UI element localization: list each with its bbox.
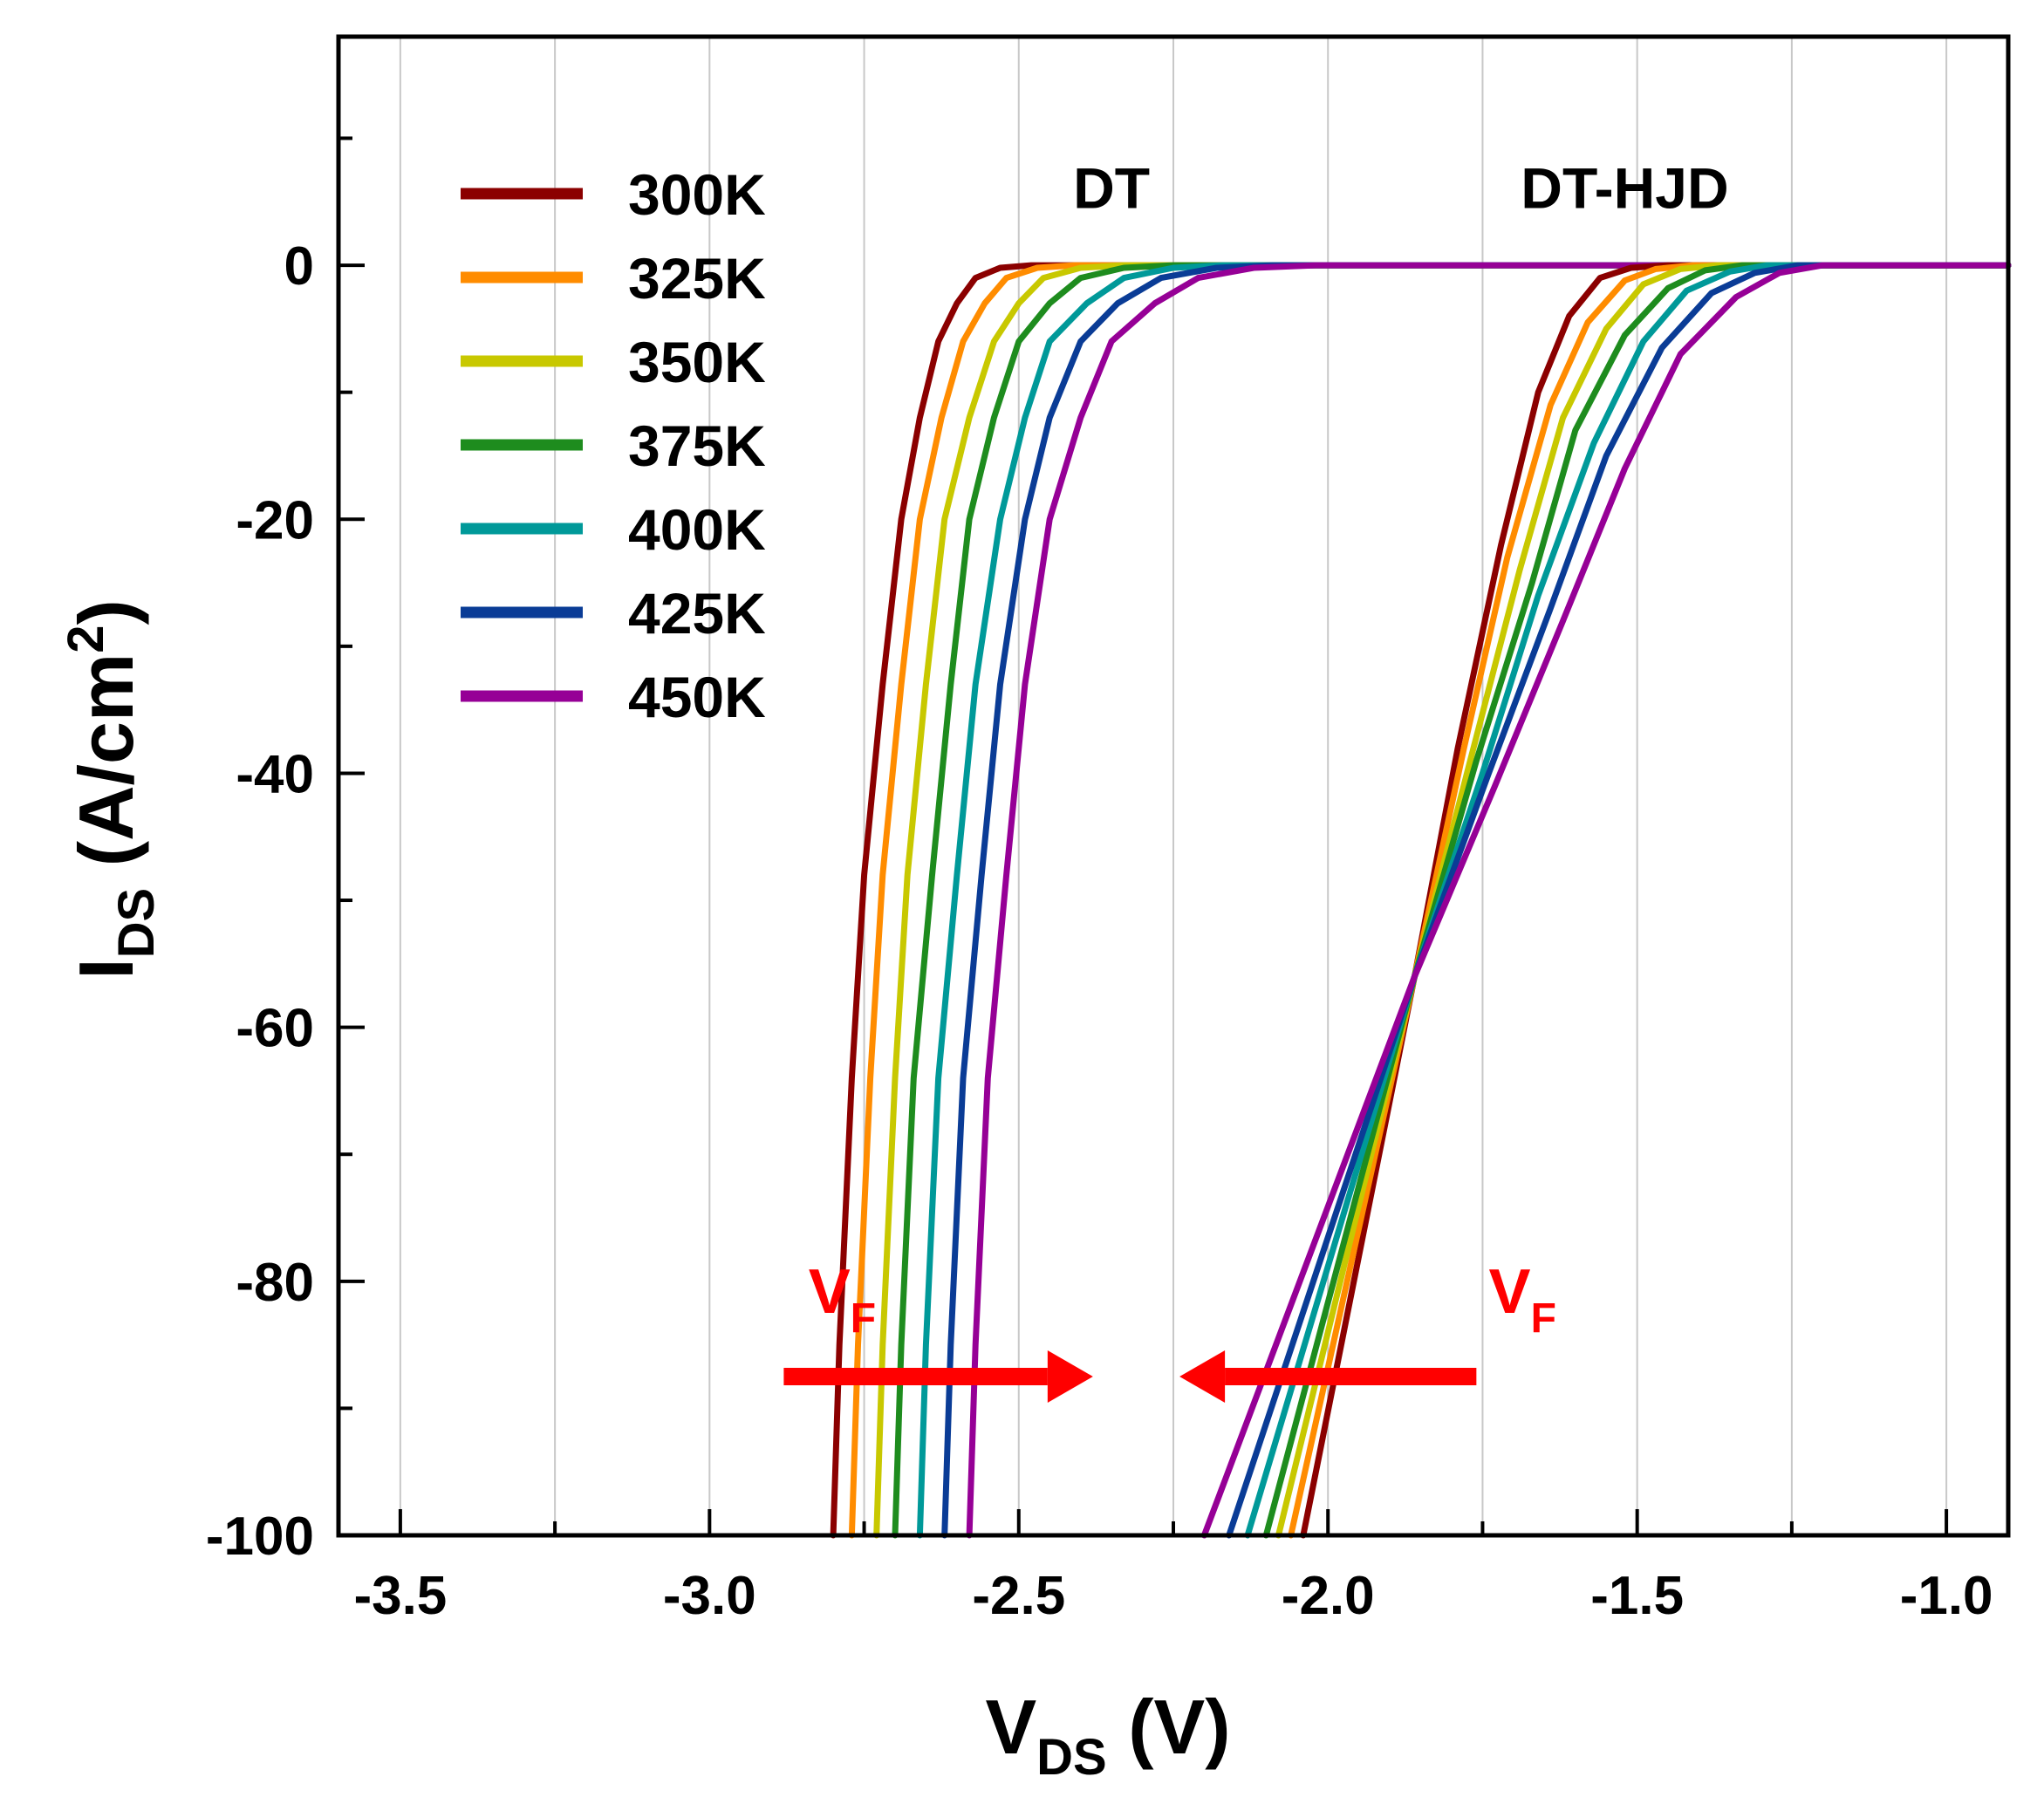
y-tick-label: -60 (236, 999, 314, 1059)
x-axis-label-main: V (985, 1684, 1036, 1770)
curve-dt-hjd-375k (1262, 262, 2012, 1539)
plot-curves (830, 262, 2012, 1539)
y-tick-label: -20 (236, 490, 314, 550)
y-axis-label: IDS (A/cm2) (58, 599, 165, 980)
x-tick-label: -3.0 (663, 1566, 756, 1626)
curve-dt-300k (830, 262, 2012, 1539)
annotations: DT DT-HJD (1073, 156, 1729, 221)
vf-arrow-dt-label-main: V (809, 1257, 851, 1327)
curve-dt-hjd-425k (1226, 262, 2012, 1539)
x-tick-label: -3.5 (353, 1566, 447, 1626)
x-tick-label: -2.5 (972, 1566, 1065, 1626)
tick-labels: -3.5 -3.0 -2.5 -2.0 -1.5 -1.0 -100 -80 -60 -40 -20… (206, 236, 1993, 1626)
legend-label-350k: 350K (628, 330, 766, 394)
legend-label-325k: 325K (628, 246, 766, 311)
curve-dt-400k (916, 262, 2012, 1539)
vf-arrows: VF VF (783, 1257, 1556, 1404)
curve-dt-325k (848, 262, 2012, 1539)
y-tick-label: 0 (284, 236, 314, 297)
vf-arrow-dt-head (1047, 1350, 1093, 1404)
curve-dt-425k (941, 262, 2012, 1539)
legend-label-450k: 450K (628, 665, 766, 729)
curve-dt-350k (873, 262, 2012, 1539)
vf-arrow-dt-label-sub: F (851, 1295, 876, 1342)
curve-dt-hjd-450k (1200, 262, 2012, 1539)
y-axis-label-main: I (63, 958, 149, 979)
y-tick-label: -80 (236, 1253, 314, 1313)
vf-arrow-dt-hjd-label: VF (1489, 1257, 1556, 1342)
legend: 300K 325K 350K 375K 400K 425K 450K (461, 162, 766, 729)
curve-dt-hjd-350k (1275, 262, 2012, 1539)
axis-ticks (338, 136, 1949, 1537)
y-axis-label-close: ) (63, 599, 149, 625)
group-label-dt-hjd: DT-HJD (1521, 156, 1728, 221)
legend-label-300k: 300K (628, 162, 766, 227)
y-axis-label-sup: 2 (58, 625, 114, 653)
vf-arrow-dt-label: VF (809, 1257, 876, 1342)
grid-lines (399, 37, 1948, 1535)
y-tick-label: -40 (236, 744, 314, 804)
curve-dt-hjd-325k (1288, 262, 2012, 1539)
x-tick-label: -1.0 (1900, 1566, 1993, 1626)
group-label-dt: DT (1073, 156, 1150, 221)
x-tick-label: -2.0 (1282, 1566, 1375, 1626)
x-axis-label-unit: (V) (1107, 1684, 1231, 1770)
vf-arrow-dt-hjd-label-main: V (1489, 1257, 1531, 1327)
vf-arrow-dt-hjd-head (1179, 1350, 1226, 1404)
vf-arrow-dt-hjd-label-sub: F (1531, 1295, 1556, 1342)
legend-label-425k: 425K (628, 581, 766, 646)
curve-dt-hjd-300k (1300, 262, 2012, 1539)
legend-label-375k: 375K (628, 413, 766, 478)
x-axis-label: VDS (V) (985, 1684, 1230, 1786)
y-tick-label: -100 (206, 1507, 314, 1567)
x-axis-label-sub: DS (1036, 1729, 1107, 1786)
legend-label-400k: 400K (628, 497, 766, 562)
curve-dt-450k (966, 262, 2012, 1539)
y-axis-label-sub: DS (108, 888, 165, 959)
curve-dt-375k (892, 262, 2012, 1539)
x-tick-label: -1.5 (1590, 1566, 1684, 1626)
y-axis-label-unit: (A/cm (63, 653, 149, 888)
